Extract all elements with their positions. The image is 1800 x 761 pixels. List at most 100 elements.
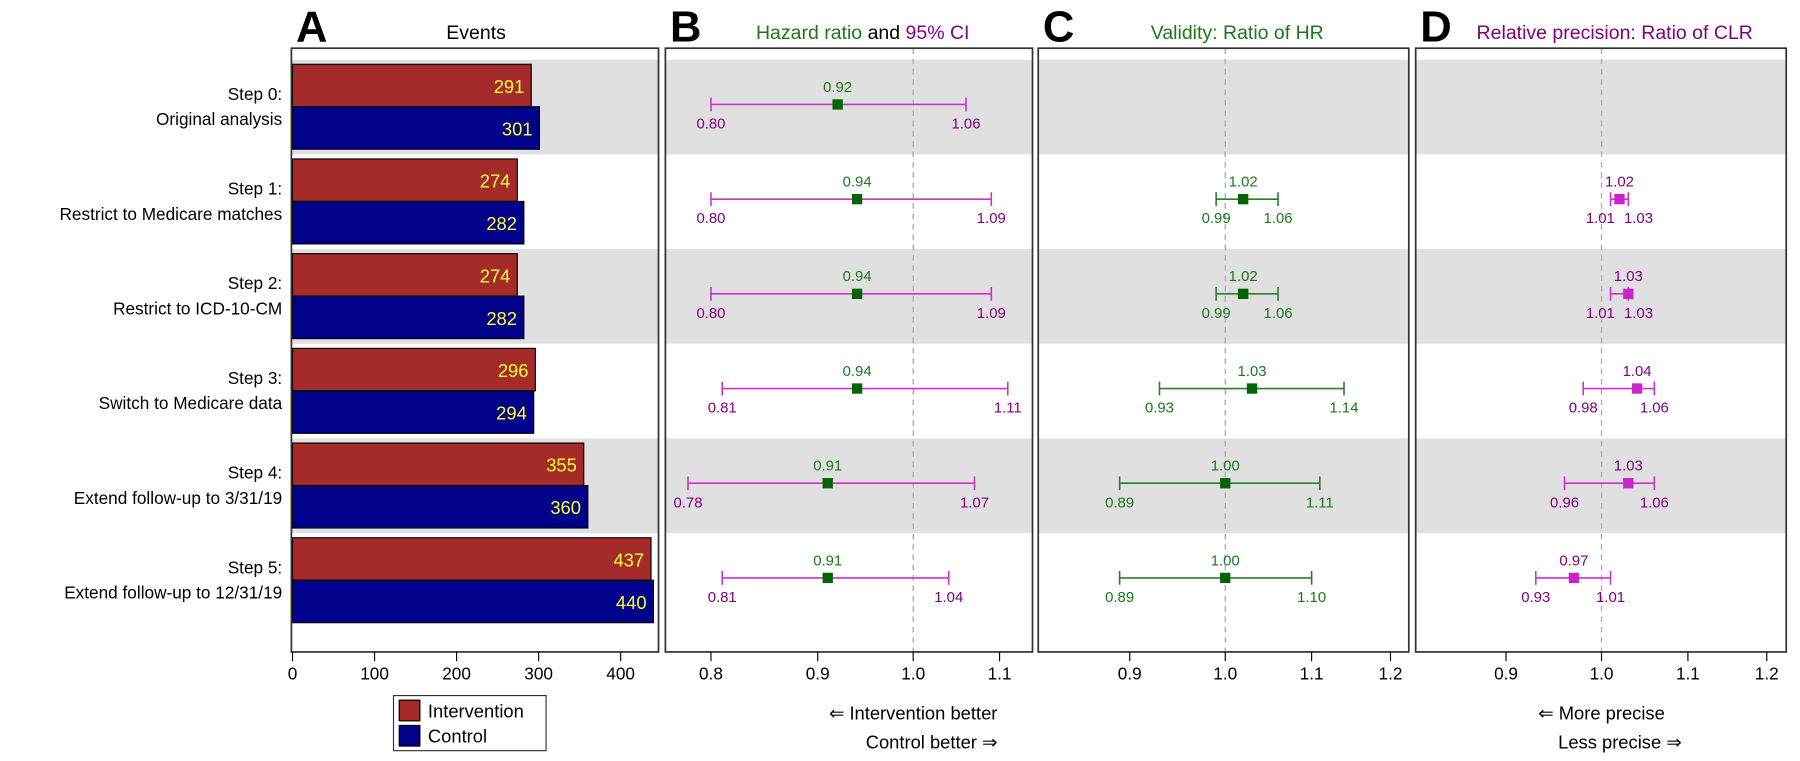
panel-title-part: 95% CI xyxy=(906,22,970,44)
estimate-label: 1.03 xyxy=(1614,269,1643,285)
x-tick-label: 0.8 xyxy=(699,664,723,684)
estimate-label: 0.94 xyxy=(843,364,872,380)
ci-lower-label: 0.99 xyxy=(1202,211,1231,227)
bar-control xyxy=(291,106,541,150)
estimate-label: 0.92 xyxy=(823,80,852,96)
estimate-label: 1.00 xyxy=(1211,553,1240,569)
panel-title: Validity: Ratio of HR xyxy=(1151,22,1324,44)
panel-letter: C xyxy=(1043,3,1074,51)
bar-control xyxy=(291,200,525,245)
x-tick-label: 1.1 xyxy=(1300,664,1324,684)
ci-upper-label: 1.14 xyxy=(1329,401,1358,417)
point-estimate xyxy=(1246,383,1258,394)
row-label-step: Step 4: xyxy=(228,463,283,483)
legend-label-intervention: Intervention xyxy=(428,700,524,721)
x-tick-label: 0.9 xyxy=(806,664,830,684)
estimate-label: 1.04 xyxy=(1623,364,1652,380)
x-tick-label: 1.1 xyxy=(1676,664,1700,684)
row-band xyxy=(665,249,1033,344)
ci-upper-label: 1.11 xyxy=(994,401,1022,417)
x-tick-label: 1.2 xyxy=(1755,664,1779,684)
panel-title-part: Hazard ratio xyxy=(756,22,862,44)
x-tick-label: 1.0 xyxy=(1213,664,1237,684)
panel-c-validity: C Validity: Ratio of HR 1.02 0.99 1.06 1.02 0.… xyxy=(1037,3,1410,684)
row-band xyxy=(1038,249,1409,344)
panel-border xyxy=(1037,47,1410,653)
panel-title: Hazard ratio and 95% CI xyxy=(756,22,969,44)
bar-intervention xyxy=(291,442,585,487)
estimate-label: 0.94 xyxy=(843,269,872,285)
ci-upper-label: 1.06 xyxy=(951,117,980,133)
ci-upper-label: 1.06 xyxy=(1640,495,1669,511)
ci-upper-label: 1.04 xyxy=(934,590,963,606)
estimate-label: 0.91 xyxy=(813,553,842,569)
x-tick-label: 1.2 xyxy=(1379,664,1403,684)
annotation-left: ⇐ Intervention better xyxy=(829,703,997,724)
bar-value-intervention: 437 xyxy=(613,549,644,570)
ci-lower-label: 0.99 xyxy=(1202,306,1231,322)
ci-upper-label: 1.06 xyxy=(1640,401,1669,417)
row-band xyxy=(1415,59,1787,155)
estimate-label: 0.91 xyxy=(813,459,842,475)
bar-value-control: 301 xyxy=(502,118,533,139)
ci-lower-label: 1.01 xyxy=(1586,211,1615,227)
x-tick-label: 0.9 xyxy=(1118,664,1142,684)
row-band xyxy=(1038,59,1409,155)
bar-value-control: 294 xyxy=(496,403,527,424)
bar-control xyxy=(291,295,525,340)
x-tick-label: 1.1 xyxy=(988,664,1012,684)
panel-border xyxy=(664,47,1034,653)
ci-lower-label: 0.80 xyxy=(696,306,725,322)
legend-label-control: Control xyxy=(428,726,487,747)
row-band xyxy=(665,59,1033,155)
estimate-label: 1.03 xyxy=(1238,364,1267,380)
point-estimate xyxy=(851,383,863,394)
x-tick-label: 1.0 xyxy=(901,664,925,684)
x-tick-label: 200 xyxy=(442,664,471,684)
x-tick-label: 400 xyxy=(606,664,635,684)
point-estimate xyxy=(822,572,833,584)
ci-lower-label: 0.80 xyxy=(696,117,725,133)
bar-intervention xyxy=(291,347,536,392)
point-estimate xyxy=(1238,193,1249,205)
point-estimate xyxy=(1614,193,1625,205)
estimate-label: 0.94 xyxy=(843,175,872,191)
ci-upper-label: 1.09 xyxy=(977,211,1006,227)
row-label-description: Extend follow-up to 3/31/19 xyxy=(74,488,282,508)
ci-lower-label: 0.89 xyxy=(1105,590,1134,606)
panel-letter: D xyxy=(1420,3,1451,51)
panel-letter: A xyxy=(296,3,327,51)
point-estimate xyxy=(1238,288,1249,300)
ci-lower-label: 0.78 xyxy=(674,495,703,511)
ci-lower-label: 0.93 xyxy=(1145,401,1174,417)
row-label-description: Extend follow-up to 12/31/19 xyxy=(64,583,282,603)
panel-title: Relative precision: Ratio of CLR xyxy=(1477,22,1753,44)
annotation-right: Control better ⇒ xyxy=(866,731,998,752)
annotation-left: ⇐ More precise xyxy=(1538,703,1665,724)
ci-upper-label: 1.06 xyxy=(1264,211,1293,227)
ci-upper-label: 1.10 xyxy=(1297,590,1326,606)
x-tick-label: 0.9 xyxy=(1494,664,1518,684)
row-label-step: Step 3: xyxy=(228,368,283,388)
bar-value-control: 282 xyxy=(486,213,517,234)
panel-b-hazard-ratio: B Hazard ratio and 95% CI 0.92 0.80 1.06 0.94… xyxy=(664,3,1034,752)
point-estimate xyxy=(851,193,863,205)
bar-value-control: 360 xyxy=(550,497,581,518)
ci-upper-label: 1.09 xyxy=(977,306,1006,322)
row-label-description: Switch to Medicare data xyxy=(99,393,283,413)
row-label-step: Step 1: xyxy=(228,179,283,199)
bar-value-intervention: 355 xyxy=(546,455,577,476)
panel-border xyxy=(290,47,660,653)
x-tick-label: 1.0 xyxy=(1590,664,1614,684)
point-estimate xyxy=(1631,383,1643,394)
estimate-label: 0.97 xyxy=(1559,553,1588,569)
row-label-description: Restrict to Medicare matches xyxy=(60,204,283,224)
point-estimate xyxy=(1220,572,1231,584)
point-estimate xyxy=(1568,572,1580,584)
ci-upper-label: 1.03 xyxy=(1624,211,1653,227)
estimate-label: 1.00 xyxy=(1211,459,1240,475)
ci-upper-label: 1.01 xyxy=(1596,590,1625,606)
annotation-right: Less precise ⇒ xyxy=(1558,731,1682,752)
ci-upper-label: 1.07 xyxy=(960,495,989,511)
x-tick-label: 0 xyxy=(288,664,298,684)
